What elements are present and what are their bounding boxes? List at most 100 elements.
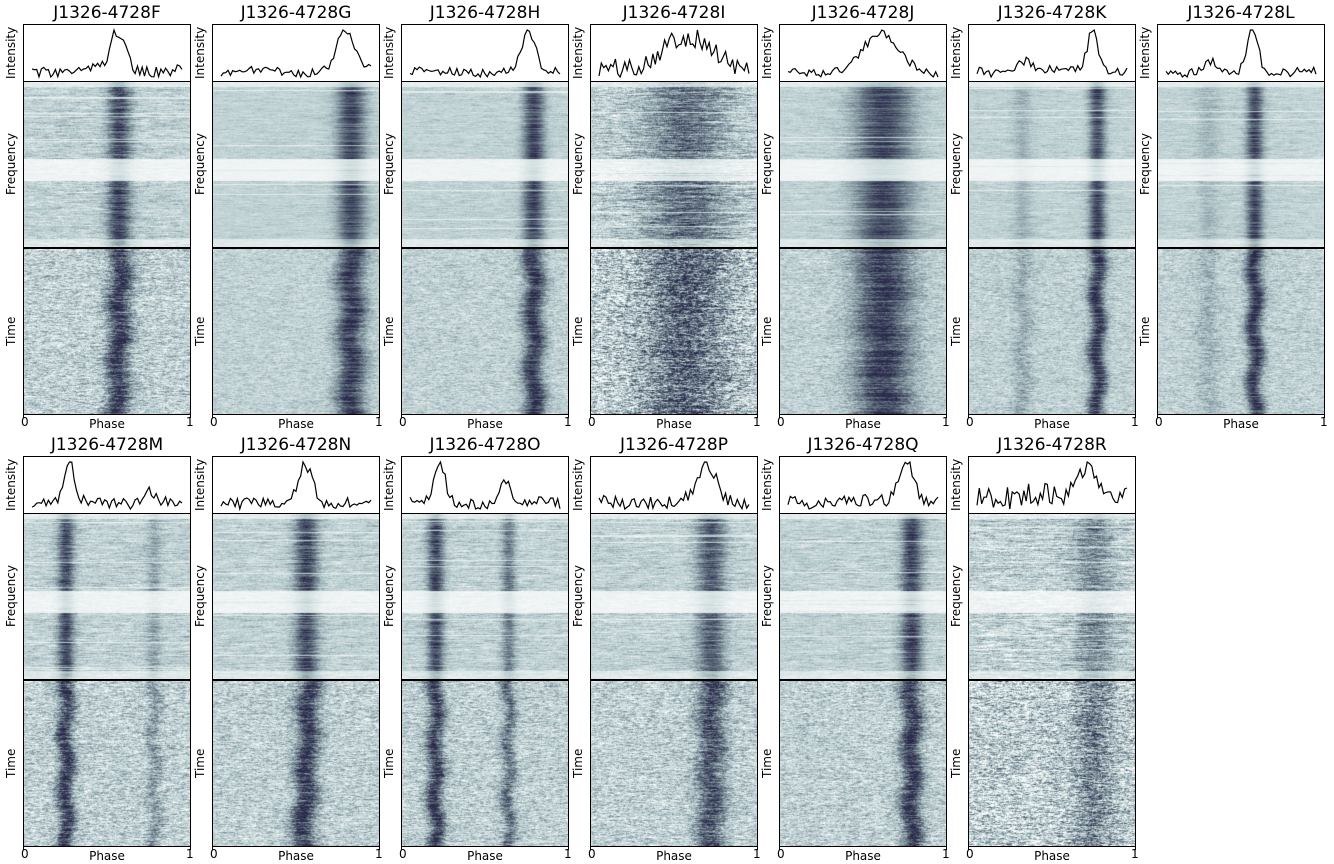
panel-plot-area bbox=[23, 24, 191, 415]
panel-plot-area bbox=[968, 456, 1136, 847]
time-phase-heatmap bbox=[402, 249, 568, 414]
profile-divider bbox=[969, 513, 1135, 514]
tick-mark-0 bbox=[23, 847, 24, 850]
panel-plot-area bbox=[1157, 24, 1325, 415]
time-axis-label: Time bbox=[760, 748, 774, 779]
frequency-phase-heatmap bbox=[402, 82, 568, 247]
tick-mark-1 bbox=[1324, 415, 1325, 418]
x-tick-label: 1 bbox=[753, 415, 761, 429]
time-axis-label: Time bbox=[382, 316, 396, 347]
frequency-axis-label: Frequency bbox=[193, 133, 207, 196]
intensity-axis-label: Intensity bbox=[571, 26, 585, 79]
frequency-axis-label: Frequency bbox=[949, 565, 963, 628]
pulsar-panel: J1326-4728K Intensity Frequency Time 0 1 Phase bbox=[947, 0, 1139, 432]
time-axis-label: Time bbox=[760, 316, 774, 347]
frequency-axis-label: Frequency bbox=[760, 565, 774, 628]
intensity-profile-line bbox=[1165, 29, 1317, 79]
profile-divider bbox=[24, 513, 190, 514]
intensity-profile bbox=[598, 461, 750, 511]
phase-axis-label: Phase bbox=[467, 849, 503, 863]
intensity-profile bbox=[787, 29, 939, 78]
x-tick-label: 1 bbox=[1131, 415, 1139, 429]
time-phase-heatmap bbox=[969, 681, 1135, 846]
time-phase-heatmap bbox=[402, 681, 568, 846]
profile-divider bbox=[24, 81, 190, 82]
x-tick-label: 1 bbox=[753, 847, 761, 861]
pulsar-panel: J1326-4728R Intensity Frequency Time 0 1 Phase bbox=[947, 432, 1139, 864]
profile-divider bbox=[780, 513, 946, 514]
intensity-profile-line bbox=[31, 27, 183, 79]
tick-mark-1 bbox=[1135, 847, 1136, 850]
profile-divider bbox=[1158, 81, 1324, 82]
tick-mark-0 bbox=[779, 415, 780, 418]
tick-mark-1 bbox=[379, 415, 380, 418]
frequency-phase-heatmap bbox=[213, 514, 379, 679]
x-tick-label: 1 bbox=[375, 847, 383, 861]
profile-divider bbox=[780, 81, 946, 82]
heatmap-divider bbox=[591, 247, 757, 249]
time-axis-label: Time bbox=[382, 748, 396, 779]
time-axis-label: Time bbox=[571, 748, 585, 779]
panel-title: J1326-4728I bbox=[622, 3, 726, 23]
intensity-axis-label: Intensity bbox=[949, 26, 963, 79]
phase-axis-label: Phase bbox=[467, 417, 503, 431]
x-tick-label: 0 bbox=[588, 847, 596, 861]
profile-divider bbox=[402, 513, 568, 514]
tick-mark-0 bbox=[590, 847, 591, 850]
tick-mark-0 bbox=[401, 847, 402, 850]
frequency-phase-heatmap bbox=[780, 514, 946, 679]
tick-mark-1 bbox=[568, 847, 569, 850]
intensity-profile bbox=[787, 460, 939, 510]
intensity-profile-line bbox=[976, 28, 1128, 79]
time-phase-heatmap bbox=[213, 681, 379, 846]
tick-mark-1 bbox=[568, 415, 569, 418]
frequency-axis-label: Frequency bbox=[4, 133, 18, 196]
panel-title: J1326-4728R bbox=[997, 435, 1107, 455]
intensity-axis-label: Intensity bbox=[382, 458, 396, 511]
frequency-phase-heatmap bbox=[24, 514, 190, 679]
intensity-profile-line bbox=[409, 460, 561, 510]
profile-divider bbox=[213, 81, 379, 82]
intensity-axis-label: Intensity bbox=[4, 458, 18, 511]
pulsar-panel: J1326-4728J Intensity Frequency Time 0 1 Phase bbox=[758, 0, 950, 432]
panel-plot-area bbox=[590, 24, 758, 415]
panel-title: J1326-4728J bbox=[811, 3, 915, 23]
intensity-profile bbox=[976, 460, 1128, 510]
x-tick-label: 0 bbox=[210, 415, 218, 429]
frequency-axis-label: Frequency bbox=[193, 565, 207, 628]
time-axis-label: Time bbox=[4, 316, 18, 347]
intensity-axis-label: Intensity bbox=[193, 458, 207, 511]
intensity-profile-line bbox=[787, 460, 939, 510]
time-axis-label: Time bbox=[571, 316, 585, 347]
panel-title: J1326-4728Q bbox=[807, 435, 919, 455]
panel-title: J1326-4728K bbox=[997, 3, 1107, 23]
intensity-axis-label: Intensity bbox=[193, 26, 207, 79]
intensity-profile bbox=[220, 29, 372, 79]
time-axis-label: Time bbox=[4, 748, 18, 779]
profile-divider bbox=[969, 81, 1135, 82]
intensity-profile-line bbox=[409, 29, 561, 79]
tick-mark-1 bbox=[190, 415, 191, 418]
tick-mark-1 bbox=[379, 847, 380, 850]
time-phase-heatmap bbox=[591, 681, 757, 846]
phase-axis-label: Phase bbox=[845, 849, 881, 863]
heatmap-divider bbox=[402, 679, 568, 681]
frequency-axis-label: Frequency bbox=[4, 565, 18, 628]
panel-plot-area bbox=[212, 456, 380, 847]
tick-mark-0 bbox=[1157, 415, 1158, 418]
frequency-phase-heatmap bbox=[591, 82, 757, 247]
time-phase-heatmap bbox=[780, 681, 946, 846]
panel-title: J1326-4728O bbox=[429, 435, 541, 455]
tick-mark-1 bbox=[946, 415, 947, 418]
pulsar-panel: J1326-4728P Intensity Frequency Time 0 1 Phase bbox=[569, 432, 761, 864]
time-axis-label: Time bbox=[193, 748, 207, 779]
tick-mark-1 bbox=[946, 847, 947, 850]
intensity-profile bbox=[31, 27, 183, 79]
panel-plot-area bbox=[590, 456, 758, 847]
intensity-profile-line bbox=[220, 460, 372, 512]
time-phase-heatmap bbox=[591, 249, 757, 414]
frequency-phase-heatmap bbox=[969, 82, 1135, 247]
x-tick-label: 0 bbox=[21, 415, 29, 429]
time-axis-label: Time bbox=[193, 316, 207, 347]
